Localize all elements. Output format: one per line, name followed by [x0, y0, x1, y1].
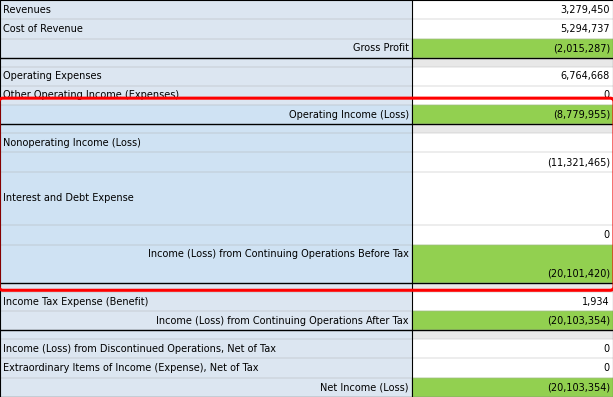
Text: 0: 0: [604, 230, 610, 240]
Text: 0: 0: [604, 344, 610, 354]
Text: Extraordinary Items of Income (Expense), Net of Tax: Extraordinary Items of Income (Expense),…: [3, 363, 259, 373]
Text: Other Operating Income (Expenses): Other Operating Income (Expenses): [3, 91, 179, 100]
Text: (8,779,955): (8,779,955): [553, 110, 610, 120]
Text: Cost of Revenue: Cost of Revenue: [3, 24, 83, 34]
Text: Operating Expenses: Operating Expenses: [3, 71, 102, 81]
Text: 5,294,737: 5,294,737: [560, 24, 610, 34]
Text: Gross Profit: Gross Profit: [353, 43, 409, 53]
Text: Revenues: Revenues: [3, 5, 51, 15]
Text: Income (Loss) from Continuing Operations After Tax: Income (Loss) from Continuing Operations…: [156, 316, 409, 326]
Text: 0: 0: [604, 91, 610, 100]
Text: 3,279,450: 3,279,450: [560, 5, 610, 15]
Text: Net Income (Loss): Net Income (Loss): [321, 382, 409, 392]
Text: 1,934: 1,934: [582, 297, 610, 306]
Text: 0: 0: [604, 363, 610, 373]
Text: (20,101,420): (20,101,420): [547, 269, 610, 279]
Text: (11,321,465): (11,321,465): [547, 157, 610, 167]
Text: Income Tax Expense (Benefit): Income Tax Expense (Benefit): [3, 297, 148, 306]
Text: (2,015,287): (2,015,287): [553, 43, 610, 53]
Text: Income (Loss) from Discontinued Operations, Net of Tax: Income (Loss) from Discontinued Operatio…: [3, 344, 276, 354]
Text: Income (Loss) from Continuing Operations Before Tax: Income (Loss) from Continuing Operations…: [148, 249, 409, 259]
Text: (20,103,354): (20,103,354): [547, 316, 610, 326]
Text: Nonoperating Income (Loss): Nonoperating Income (Loss): [3, 138, 141, 148]
Text: (20,103,354): (20,103,354): [547, 382, 610, 392]
Text: Interest and Debt Expense: Interest and Debt Expense: [3, 193, 134, 204]
Text: 6,764,668: 6,764,668: [561, 71, 610, 81]
Text: Operating Income (Loss): Operating Income (Loss): [289, 110, 409, 120]
